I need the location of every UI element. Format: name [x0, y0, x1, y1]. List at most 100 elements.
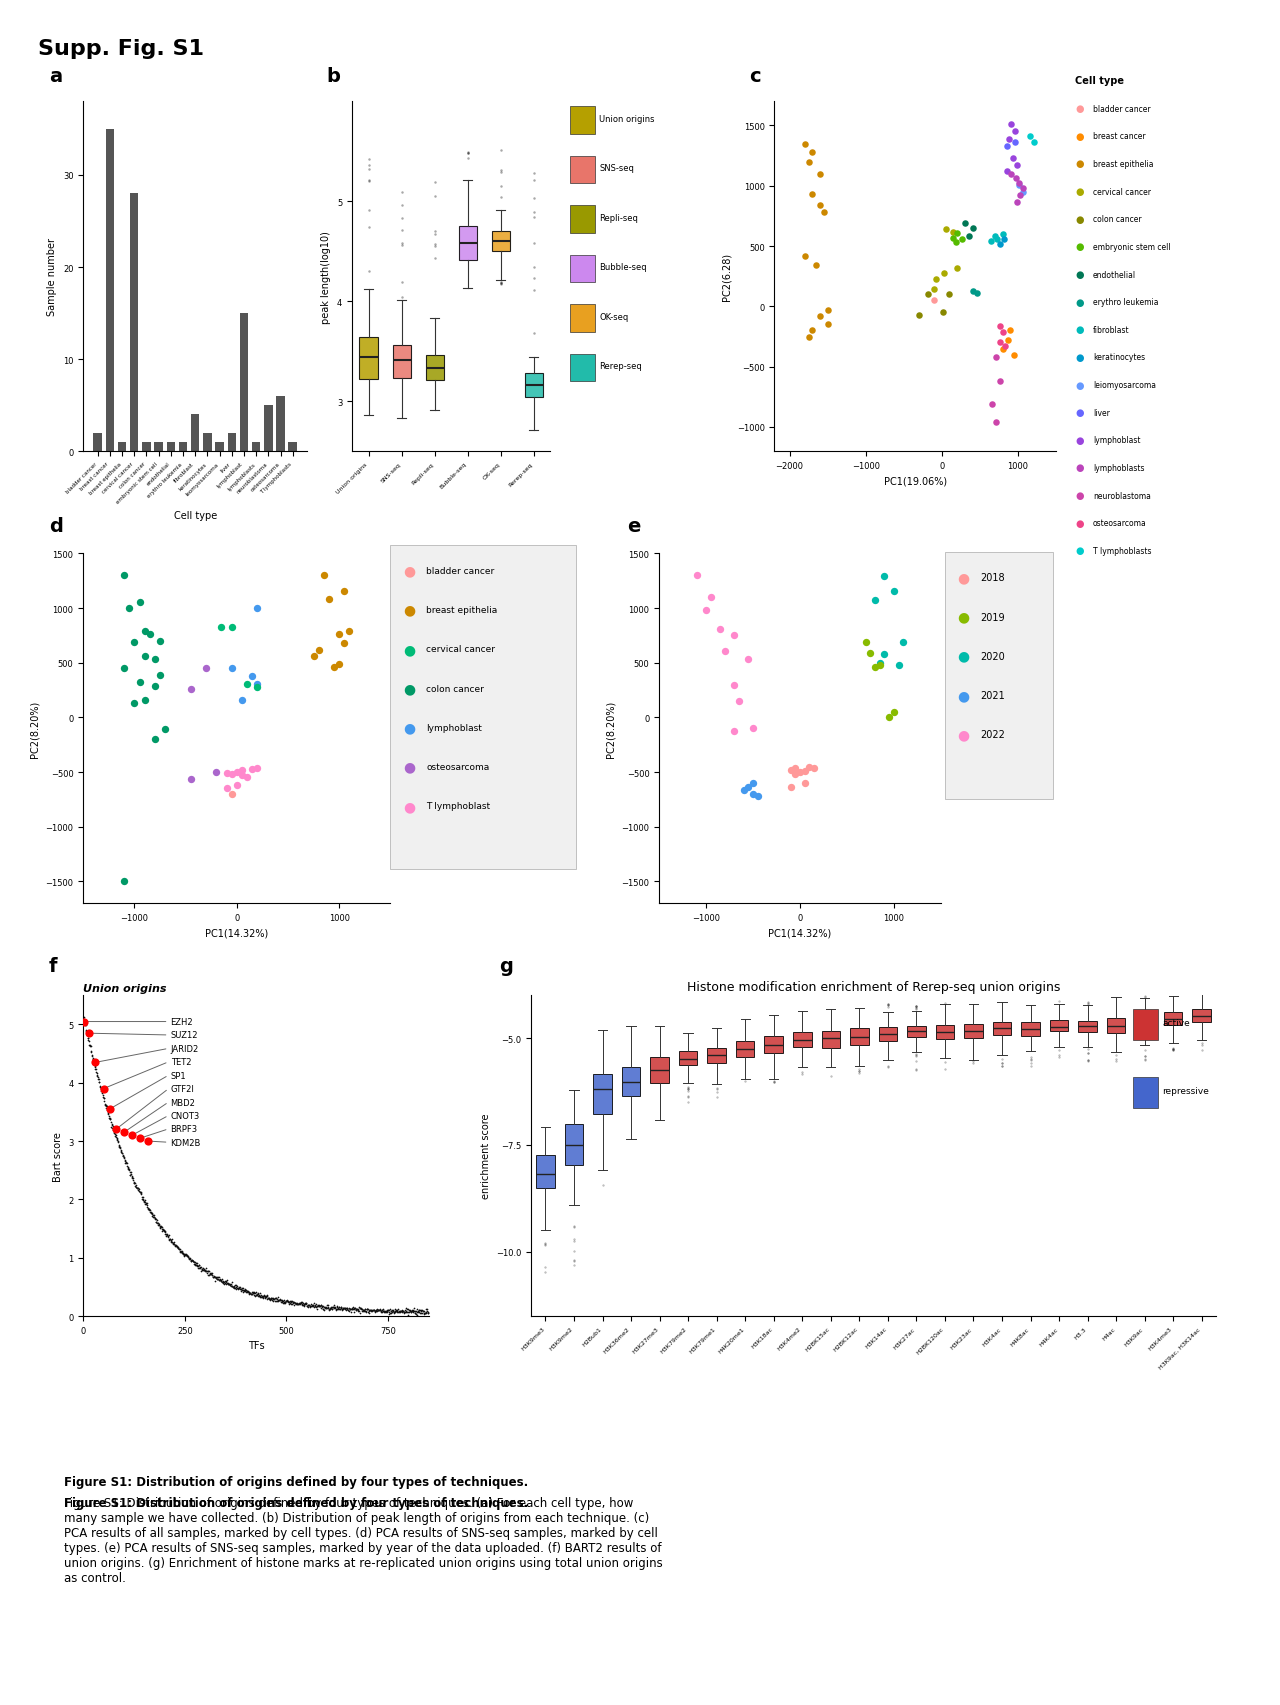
Point	[210, 1267, 230, 1294]
Point	[803, 140, 823, 167]
Point	[77, 1021, 97, 1049]
Point	[124, 1170, 145, 1197]
Point	[110, 1134, 131, 1161]
Point	[360, 1298, 380, 1325]
Point	[79, 1033, 100, 1061]
Text: ●: ●	[1075, 491, 1084, 501]
Point	[111, 1139, 132, 1166]
Point	[287, 1291, 307, 1318]
Point	[134, 1188, 155, 1216]
Point	[145, 1204, 165, 1231]
Point	[301, 1292, 321, 1320]
Point	[145, 1205, 165, 1233]
Point	[123, 1166, 143, 1193]
Point	[342, 1296, 362, 1323]
Point	[193, 1255, 214, 1282]
Point	[191, 1258, 211, 1286]
Point	[114, 1146, 134, 1173]
Point	[189, 1251, 210, 1279]
Point	[225, 1272, 246, 1299]
Point	[183, 1248, 204, 1275]
Point	[228, 1274, 248, 1301]
Point	[397, 1299, 417, 1326]
X-axis label: TFs: TFs	[248, 1340, 264, 1350]
Point	[97, 1100, 118, 1127]
Point	[173, 1243, 193, 1270]
Point	[294, 1291, 315, 1318]
Point	[321, 1294, 342, 1321]
Point	[696, 597, 717, 624]
Point	[406, 1301, 426, 1328]
Point	[369, 1296, 389, 1323]
Point	[90, 1069, 110, 1096]
Point	[220, 1270, 241, 1298]
Point	[397, 1298, 417, 1325]
Point	[1005, 130, 1025, 157]
Point	[924, 288, 945, 315]
Point	[169, 1234, 189, 1262]
Bar	[179, 443, 187, 452]
Point	[333, 1294, 353, 1321]
Point	[123, 1165, 143, 1192]
Point	[124, 1170, 145, 1197]
Point	[279, 1291, 300, 1318]
Point	[410, 1298, 430, 1325]
Point	[733, 776, 754, 803]
Point	[329, 1296, 349, 1323]
Point	[311, 1292, 332, 1320]
Point	[346, 1296, 366, 1323]
Point	[270, 1286, 291, 1313]
Point	[385, 1299, 406, 1326]
X-axis label: PC1(14.32%): PC1(14.32%)	[768, 928, 832, 938]
Point	[804, 755, 824, 783]
Text: MBD2: MBD2	[170, 1098, 196, 1107]
Point	[371, 1298, 392, 1325]
Point	[288, 1291, 308, 1318]
Point	[329, 651, 349, 679]
Point	[349, 1299, 370, 1326]
Point	[129, 1178, 150, 1205]
Point	[315, 1294, 335, 1321]
Point	[83, 1045, 104, 1072]
Text: ●: ●	[1075, 407, 1084, 418]
Point	[394, 1298, 415, 1325]
Point	[393, 1298, 413, 1325]
Point	[799, 324, 819, 351]
Point	[259, 1286, 279, 1313]
Point	[410, 1299, 430, 1326]
Text: lymphoblast: lymphoblast	[426, 723, 483, 733]
Point	[193, 1255, 214, 1282]
Point	[293, 1291, 314, 1318]
Point	[95, 1091, 115, 1118]
Point	[129, 1175, 150, 1202]
Point	[343, 1294, 364, 1321]
Point	[247, 755, 268, 783]
Point	[1012, 176, 1033, 203]
Point	[156, 1222, 177, 1250]
Point	[742, 716, 763, 743]
Point	[366, 1298, 387, 1325]
Point	[334, 1294, 355, 1321]
Point	[370, 1296, 390, 1323]
Point	[151, 1214, 172, 1241]
Point	[818, 312, 838, 339]
Point	[392, 1298, 412, 1325]
Point	[986, 409, 1006, 436]
Point	[177, 1241, 197, 1269]
Point	[355, 1298, 375, 1325]
Point	[127, 1175, 147, 1202]
Point	[257, 1284, 278, 1311]
Text: erythro leukemia: erythro leukemia	[1093, 298, 1158, 307]
Point	[388, 1296, 408, 1323]
Point	[248, 1280, 269, 1308]
Point	[123, 1168, 143, 1195]
Point	[104, 1117, 124, 1144]
Point	[292, 1289, 312, 1316]
Point	[417, 1299, 438, 1326]
Point	[156, 1221, 177, 1248]
Point	[178, 1245, 198, 1272]
Point	[397, 1296, 417, 1323]
Point	[113, 1142, 133, 1170]
Point	[183, 1248, 204, 1275]
Point	[159, 1226, 179, 1253]
